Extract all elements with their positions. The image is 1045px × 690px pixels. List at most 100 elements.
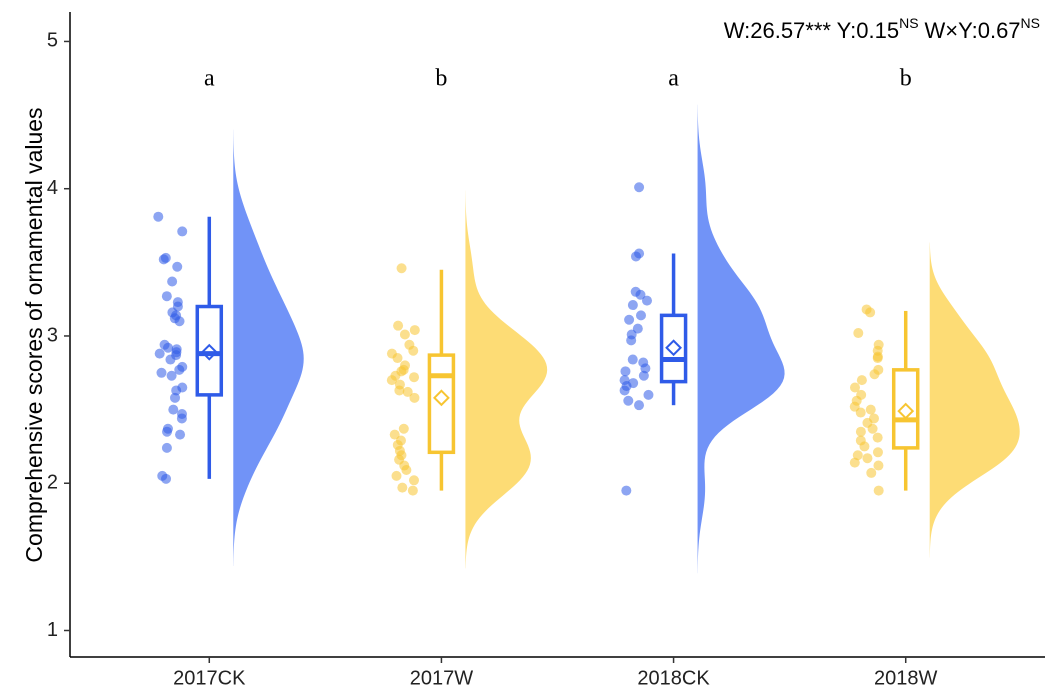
data-point [627, 300, 638, 311]
data-point [172, 261, 183, 272]
data-point [855, 426, 866, 437]
y-tick-label: 5 [47, 30, 58, 52]
annotation-text: W×Y:0.67 [925, 18, 1021, 43]
box [891, 368, 920, 450]
data-point [170, 392, 181, 403]
data-point [409, 325, 420, 336]
data-point [175, 429, 186, 440]
data-point [176, 413, 187, 424]
data-point [171, 385, 182, 396]
data-point [409, 392, 420, 403]
data-point [153, 211, 164, 222]
data-point [177, 226, 188, 237]
data-point [165, 354, 176, 365]
data-point [634, 182, 645, 193]
data-point [873, 460, 884, 471]
data-point [866, 467, 877, 478]
annotation-superscript: NS [1021, 15, 1040, 31]
data-point [872, 447, 883, 458]
data-point [624, 314, 635, 325]
data-point [623, 395, 634, 406]
data-point [409, 372, 420, 383]
data-point [408, 345, 419, 356]
data-point [158, 254, 169, 265]
data-point [867, 423, 878, 434]
data-point [174, 316, 185, 327]
density-half-violin [465, 190, 548, 569]
y-tick-label: 2 [47, 472, 58, 494]
data-point [392, 353, 403, 364]
data-point [161, 442, 172, 453]
data-point [391, 470, 402, 481]
y-tick-label: 4 [47, 177, 58, 199]
density-half-violin [233, 129, 304, 566]
data-point [166, 370, 177, 381]
mean-marker [433, 389, 450, 407]
data-point [849, 382, 860, 393]
data-point [859, 441, 870, 452]
density-half-violin [697, 104, 785, 574]
data-point [407, 485, 418, 496]
box [195, 304, 224, 397]
data-point [168, 404, 179, 415]
data-point [630, 251, 641, 262]
density-half-violin [929, 242, 1020, 558]
data-point [642, 295, 653, 306]
data-point [634, 400, 645, 411]
data-point [401, 464, 412, 475]
data-point [393, 320, 404, 331]
data-point [638, 370, 649, 381]
annotation: W:26.57*** Y:0.15NS W×Y:0.67NS [724, 15, 1040, 43]
mean-marker [897, 402, 915, 420]
annotation-superscript: NS [899, 15, 918, 31]
data-point [394, 385, 405, 396]
mean-marker [200, 343, 218, 361]
data-point [635, 310, 646, 321]
annotation-text: W:26.57*** Y:0.15 [724, 18, 899, 43]
group-letter: b [900, 66, 912, 92]
data-point [397, 482, 408, 493]
y-tick-label: 1 [47, 619, 58, 641]
data-point [869, 369, 880, 380]
data-point [174, 364, 185, 375]
data-point [865, 307, 876, 318]
data-point [856, 375, 867, 386]
mean-marker [665, 339, 682, 357]
x-tick-label: 2017CK [173, 667, 246, 689]
data-point [386, 375, 397, 386]
data-point [621, 485, 632, 496]
group-letter: a [668, 66, 679, 92]
data-point [862, 453, 873, 464]
data-point [626, 335, 637, 346]
data-point [162, 426, 173, 437]
data-point [163, 342, 174, 353]
data-point [872, 353, 883, 364]
data-point [627, 354, 638, 365]
data-point [389, 429, 400, 440]
data-point [399, 329, 410, 340]
data-point [398, 423, 409, 434]
data-point [872, 432, 883, 443]
data-point [154, 348, 165, 359]
y-axis-title: Comprehensive scores of ornamental value… [21, 107, 47, 562]
data-point [156, 367, 167, 378]
data-point [849, 457, 860, 468]
group-letter: b [435, 66, 447, 92]
y-tick-label: 3 [47, 324, 58, 346]
data-point [408, 475, 419, 486]
data-point [853, 328, 864, 339]
data-point [619, 385, 630, 396]
x-tick-label: 2018CK [637, 667, 710, 689]
data-point [643, 389, 654, 400]
data-point [161, 291, 172, 302]
data-point [855, 407, 866, 418]
x-tick-label: 2017W [410, 667, 473, 689]
x-tick-label: 2018W [874, 667, 937, 689]
box [659, 313, 688, 384]
data-point [402, 386, 413, 397]
data-point [635, 289, 646, 300]
group-letter: a [204, 66, 215, 92]
data-point [161, 473, 172, 484]
data-point [873, 485, 884, 496]
